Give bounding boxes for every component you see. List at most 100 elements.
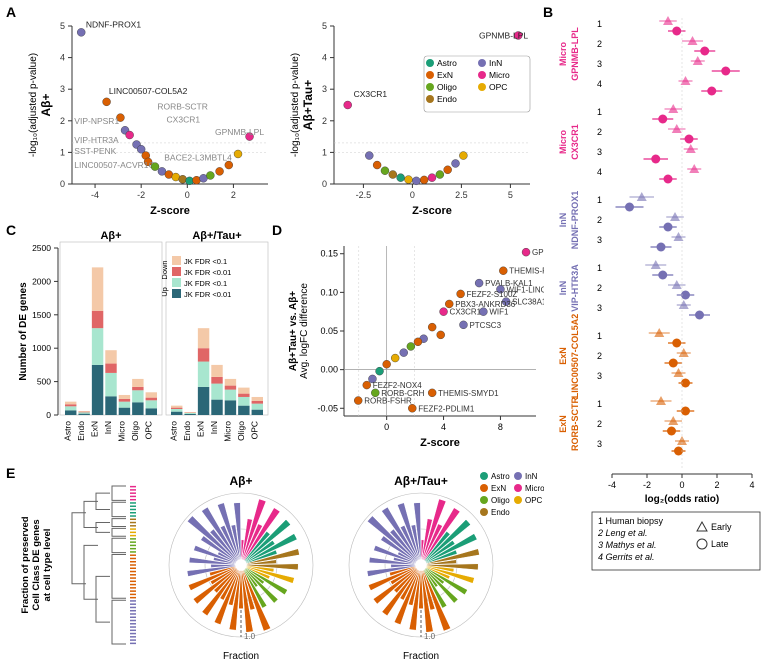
svg-text:2: 2 <box>231 190 236 200</box>
svg-text:1 Human biopsy: 1 Human biopsy <box>598 516 664 526</box>
panel-a-left-volcano: -4-202012345NDNF-PROX1LINC00507-COL5A2RO… <box>20 8 280 218</box>
svg-text:2: 2 <box>597 351 602 361</box>
svg-text:LINC00507-COL5A2: LINC00507-COL5A2 <box>570 314 580 399</box>
svg-text:Early: Early <box>711 522 732 532</box>
svg-text:GPNMB-LPL: GPNMB-LPL <box>479 31 528 41</box>
svg-text:OPC: OPC <box>489 82 507 92</box>
svg-text:1000: 1000 <box>32 343 51 353</box>
svg-text:0: 0 <box>322 179 327 189</box>
svg-text:2: 2 <box>597 283 602 293</box>
svg-text:OPC: OPC <box>143 421 153 439</box>
svg-text:2500: 2500 <box>32 243 51 253</box>
svg-text:1: 1 <box>597 19 602 29</box>
svg-text:3: 3 <box>597 59 602 69</box>
svg-text:Avg. logFC difference: Avg. logFC difference <box>299 283 310 379</box>
svg-text:-log₁₀(adjusted p-value): -log₁₀(adjusted p-value) <box>290 53 301 157</box>
svg-text:2: 2 <box>597 419 602 429</box>
svg-text:log₂(odds ratio): log₂(odds ratio) <box>645 494 719 505</box>
svg-text:LINC00507-ACVR1C: LINC00507-ACVR1C <box>74 160 154 170</box>
svg-text:1.0: 1.0 <box>424 632 436 641</box>
svg-text:-4: -4 <box>608 480 616 490</box>
svg-text:1: 1 <box>597 263 602 273</box>
panel-e-rose: Fraction of preservedCell Class DE genes… <box>16 470 544 665</box>
svg-text:8: 8 <box>498 422 503 432</box>
panel-c-bars: 05001000150020002500Number of DE genesAs… <box>16 230 274 465</box>
svg-text:ExN: ExN <box>90 421 100 437</box>
svg-text:Z-score: Z-score <box>412 205 452 217</box>
svg-text:4: 4 <box>441 422 446 432</box>
svg-text:0.10: 0.10 <box>320 287 338 297</box>
svg-text:ExN: ExN <box>196 421 206 437</box>
svg-text:ExN: ExN <box>558 347 568 365</box>
svg-text:0: 0 <box>410 190 415 200</box>
svg-text:ExN: ExN <box>491 484 506 493</box>
svg-text:RORB-SCTR: RORB-SCTR <box>570 397 580 451</box>
svg-text:Oligo: Oligo <box>491 496 510 505</box>
svg-text:500: 500 <box>37 377 51 387</box>
svg-text:1.0: 1.0 <box>244 632 256 641</box>
svg-text:Aβ+: Aβ+ <box>39 94 53 117</box>
svg-text:Endo: Endo <box>437 94 457 104</box>
svg-text:Micro: Micro <box>116 421 126 442</box>
svg-text:GPNMB-LPL: GPNMB-LPL <box>532 248 544 257</box>
svg-text:CX3CR1: CX3CR1 <box>167 114 201 124</box>
svg-text:InN: InN <box>525 472 538 481</box>
panel-b-forest: 1234MicroGPNMB-LPL1234MicroCX3CR1123InNN… <box>552 8 764 668</box>
svg-text:Aβ+: Aβ+ <box>230 474 253 488</box>
svg-text:SLC38A1: SLC38A1 <box>512 298 544 307</box>
svg-text:5: 5 <box>508 190 513 200</box>
svg-text:0: 0 <box>679 480 684 490</box>
svg-text:2 Leng et al.: 2 Leng et al. <box>597 528 648 538</box>
svg-text:BACE2-L3MBTL4: BACE2-L3MBTL4 <box>164 152 232 162</box>
svg-text:-2: -2 <box>643 480 651 490</box>
svg-text:0: 0 <box>60 179 65 189</box>
svg-text:Endo: Endo <box>76 421 86 441</box>
svg-text:VIP-HTR3A: VIP-HTR3A <box>570 264 580 312</box>
svg-text:3: 3 <box>597 439 602 449</box>
panel-label-a: A <box>6 4 16 20</box>
svg-text:Aβ+/Tau+: Aβ+/Tau+ <box>394 474 448 488</box>
svg-text:Late: Late <box>711 539 729 549</box>
svg-text:5: 5 <box>60 21 65 31</box>
svg-text:CX3CR1: CX3CR1 <box>570 124 580 160</box>
svg-text:Micro: Micro <box>558 42 568 67</box>
svg-text:Z-score: Z-score <box>420 437 460 449</box>
svg-text:2: 2 <box>597 127 602 137</box>
svg-text:0.15: 0.15 <box>320 249 338 259</box>
svg-text:4: 4 <box>749 480 754 490</box>
svg-text:OPC: OPC <box>249 421 259 439</box>
svg-text:3: 3 <box>322 84 327 94</box>
svg-text:Oligo: Oligo <box>236 421 246 441</box>
svg-text:-2: -2 <box>137 190 145 200</box>
svg-text:1: 1 <box>322 147 327 157</box>
svg-text:2: 2 <box>597 39 602 49</box>
svg-text:VIP-NPSR1: VIP-NPSR1 <box>74 116 119 126</box>
svg-text:NDNF-PROX1: NDNF-PROX1 <box>86 20 142 30</box>
svg-text:THEMIS-RXFP2: THEMIS-RXFP2 <box>509 267 544 276</box>
svg-text:Fraction: Fraction <box>223 651 259 662</box>
svg-text:-0.05: -0.05 <box>317 403 338 413</box>
svg-text:Micro: Micro <box>525 484 544 493</box>
svg-text:2000: 2000 <box>32 276 51 286</box>
svg-text:LINC00507-COL5A2: LINC00507-COL5A2 <box>109 86 188 96</box>
svg-text:JK FDR <0.1: JK FDR <0.1 <box>184 257 227 266</box>
svg-text:Micro: Micro <box>558 130 568 155</box>
svg-text:Number of DE genes: Number of DE genes <box>18 282 29 381</box>
svg-text:Astro: Astro <box>169 421 179 441</box>
svg-text:4: 4 <box>597 79 602 89</box>
svg-text:NDNF-PROX1: NDNF-PROX1 <box>570 191 580 250</box>
svg-text:2.5: 2.5 <box>455 190 468 200</box>
svg-text:FEZF2-PDLIM1: FEZF2-PDLIM1 <box>418 404 475 413</box>
svg-text:Endo: Endo <box>491 508 510 517</box>
panel-label-c: C <box>6 222 16 238</box>
svg-text:0: 0 <box>46 410 51 420</box>
svg-text:2: 2 <box>60 116 65 126</box>
svg-text:OPC: OPC <box>525 496 543 505</box>
svg-text:GPNMB-LPL: GPNMB-LPL <box>215 127 264 137</box>
svg-text:3: 3 <box>597 147 602 157</box>
svg-text:Down: Down <box>160 260 169 279</box>
panel-a-right-volcano: -2.502.55012345CX3CR1GPNMB-LPLZ-score-lo… <box>282 8 542 218</box>
svg-text:0.05: 0.05 <box>320 326 338 336</box>
svg-text:InN: InN <box>489 58 502 68</box>
svg-text:CX3CR1: CX3CR1 <box>450 308 482 317</box>
